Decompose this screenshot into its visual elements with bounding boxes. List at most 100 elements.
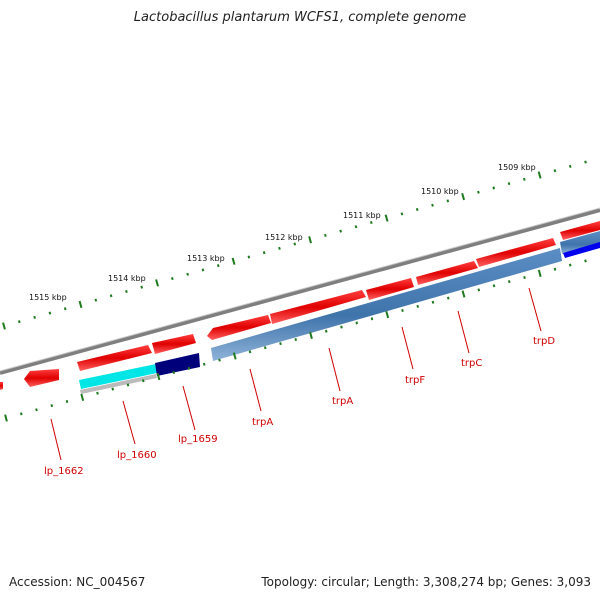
major-tick xyxy=(309,331,313,339)
gene-label-lp_1662: lp_1662 xyxy=(44,466,84,477)
cyan-feature xyxy=(79,364,157,389)
minor-tick xyxy=(584,160,587,164)
minor-tick xyxy=(492,186,496,190)
minor-tick xyxy=(263,346,267,350)
gene-label-trpF: trpF xyxy=(405,375,425,386)
trp-operon-cap xyxy=(560,231,600,254)
minor-tick xyxy=(523,275,526,279)
minor-tick xyxy=(446,199,450,203)
leader-line xyxy=(401,326,414,370)
minor-tick xyxy=(568,263,572,267)
map-title: Lactobacillus plantarum WCFS1, complete … xyxy=(133,10,467,25)
minor-tick xyxy=(65,399,69,403)
minor-tick xyxy=(140,285,144,289)
minor-tick xyxy=(109,294,113,298)
minor-tick xyxy=(247,255,251,259)
kbp-label-1510: 1510 kbp xyxy=(421,187,459,196)
minor-tick xyxy=(553,169,557,173)
minor-tick xyxy=(94,298,98,302)
gene-label-trpC: trpC xyxy=(461,358,482,369)
topology-text: Topology: circular; Length: 3,308,274 bp… xyxy=(261,575,591,589)
minor-tick xyxy=(248,350,252,354)
navy-feature xyxy=(155,353,200,376)
minor-tick xyxy=(171,277,174,281)
minor-tick xyxy=(63,307,67,311)
minor-tick xyxy=(201,268,205,272)
kbp-label-1514: 1514 kbp xyxy=(108,274,146,283)
leader-line xyxy=(528,287,542,332)
gene-label-lp_1659: lp_1659 xyxy=(178,434,218,445)
minor-tick xyxy=(568,164,572,168)
minor-tick xyxy=(96,391,99,395)
minor-tick xyxy=(431,300,435,304)
gene-leader-lines xyxy=(50,287,542,461)
secondary-features xyxy=(79,231,600,394)
genome-backbone-highlight xyxy=(0,207,600,372)
kbp-label-1513: 1513 kbp xyxy=(187,254,225,263)
cds-arrow xyxy=(270,290,366,324)
bright-blue-feature xyxy=(563,242,600,258)
major-tick xyxy=(308,236,312,244)
major-tick xyxy=(537,269,542,277)
minor-tick xyxy=(216,264,220,268)
minor-tick xyxy=(218,358,221,362)
minor-tick xyxy=(35,408,38,412)
red-cds-features xyxy=(0,221,600,390)
gene-label-trpA-2: trpA xyxy=(332,396,353,407)
leader-line xyxy=(249,368,262,412)
kbp-labels: 1509 kbp 1510 kbp 1511 kbp 1512 kbp 1513… xyxy=(29,163,536,302)
gene-label-trpD: trpD xyxy=(533,336,555,347)
minor-tick xyxy=(262,251,266,255)
minor-tick xyxy=(431,203,434,207)
kbp-label-1512: 1512 kbp xyxy=(265,233,303,242)
minor-tick xyxy=(141,379,145,383)
minor-tick xyxy=(400,212,404,216)
gene-label-trpA-1: trpA xyxy=(252,417,273,428)
leader-line xyxy=(328,347,341,392)
minor-tick xyxy=(294,337,298,341)
minor-tick xyxy=(202,362,206,366)
cds-arrow xyxy=(24,369,59,387)
leader-line xyxy=(122,400,136,445)
minor-tick xyxy=(186,272,189,276)
minor-tick xyxy=(50,404,54,408)
minor-tick xyxy=(553,267,557,271)
major-tick xyxy=(537,171,542,179)
major-tick xyxy=(461,290,466,298)
grey-feature xyxy=(80,374,157,394)
major-tick xyxy=(461,192,466,201)
major-tick xyxy=(155,279,159,287)
minor-tick xyxy=(507,182,511,186)
minor-tick xyxy=(523,177,526,181)
minor-tick xyxy=(477,288,481,292)
major-tick xyxy=(80,393,85,401)
minor-tick xyxy=(584,259,587,263)
minor-tick xyxy=(446,296,450,300)
minor-tick xyxy=(416,304,420,308)
minor-tick xyxy=(324,233,327,237)
kbp-label-1511: 1511 kbp xyxy=(343,211,381,220)
minor-tick xyxy=(477,190,480,194)
cds-arrow xyxy=(560,221,600,240)
minor-tick xyxy=(17,320,21,324)
leader-line xyxy=(182,385,196,431)
genome-backbone xyxy=(0,208,600,375)
cds-arrow xyxy=(152,334,196,354)
trp-operon-bar xyxy=(211,248,562,361)
minor-tick xyxy=(125,289,128,294)
minor-tick xyxy=(172,371,176,375)
inner-tick-track xyxy=(4,259,587,422)
minor-tick xyxy=(370,317,374,321)
cds-arrow xyxy=(366,278,414,300)
minor-tick xyxy=(48,311,52,315)
major-tick xyxy=(385,311,390,319)
gene-label-lp_1660: lp_1660 xyxy=(117,450,157,461)
minor-tick xyxy=(324,329,328,333)
leader-line xyxy=(457,310,470,354)
cds-arrow xyxy=(0,382,3,390)
major-tick xyxy=(78,300,83,309)
minor-tick xyxy=(111,387,115,391)
major-tick xyxy=(2,322,6,330)
minor-tick xyxy=(279,342,282,346)
minor-tick xyxy=(401,309,404,313)
